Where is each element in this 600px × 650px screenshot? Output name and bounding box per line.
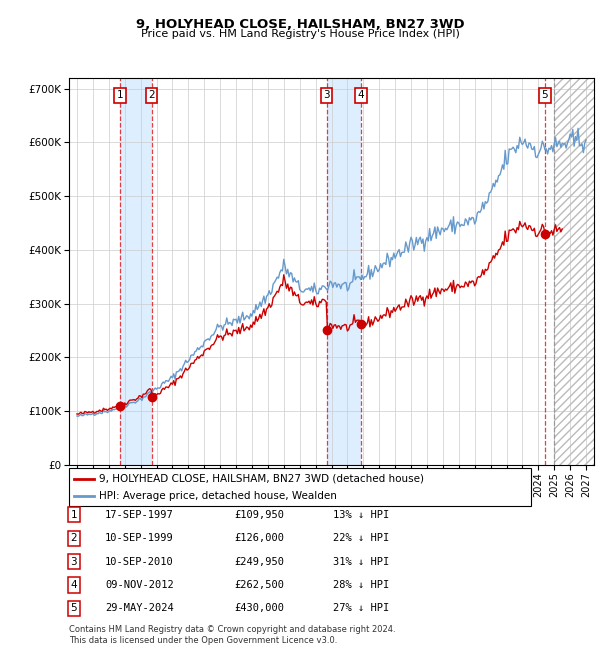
- Text: 17-SEP-1997: 17-SEP-1997: [105, 510, 174, 520]
- Text: 9, HOLYHEAD CLOSE, HAILSHAM, BN27 3WD: 9, HOLYHEAD CLOSE, HAILSHAM, BN27 3WD: [136, 18, 464, 31]
- Text: 9, HOLYHEAD CLOSE, HAILSHAM, BN27 3WD (detached house): 9, HOLYHEAD CLOSE, HAILSHAM, BN27 3WD (d…: [99, 474, 424, 484]
- Text: 3: 3: [70, 556, 77, 567]
- Text: 4: 4: [358, 90, 364, 100]
- Text: £126,000: £126,000: [234, 533, 284, 543]
- Text: 5: 5: [70, 603, 77, 614]
- Text: 31% ↓ HPI: 31% ↓ HPI: [333, 556, 389, 567]
- Text: £430,000: £430,000: [234, 603, 284, 614]
- Text: 2: 2: [148, 90, 155, 100]
- Text: 1: 1: [70, 510, 77, 520]
- Text: 10-SEP-2010: 10-SEP-2010: [105, 556, 174, 567]
- Text: 2: 2: [70, 533, 77, 543]
- Bar: [326, 78, 361, 465]
- Bar: [120, 78, 152, 465]
- Text: 3: 3: [323, 90, 330, 100]
- Text: 13% ↓ HPI: 13% ↓ HPI: [333, 510, 389, 520]
- Text: 29-MAY-2024: 29-MAY-2024: [105, 603, 174, 614]
- Text: 4: 4: [70, 580, 77, 590]
- Text: £109,950: £109,950: [234, 510, 284, 520]
- Text: 09-NOV-2012: 09-NOV-2012: [105, 580, 174, 590]
- FancyBboxPatch shape: [69, 468, 531, 506]
- Text: £249,950: £249,950: [234, 556, 284, 567]
- Text: HPI: Average price, detached house, Wealden: HPI: Average price, detached house, Weal…: [99, 491, 337, 501]
- Text: 10-SEP-1999: 10-SEP-1999: [105, 533, 174, 543]
- Text: This data is licensed under the Open Government Licence v3.0.: This data is licensed under the Open Gov…: [69, 636, 337, 645]
- Text: £262,500: £262,500: [234, 580, 284, 590]
- Text: 5: 5: [542, 90, 548, 100]
- Text: Price paid vs. HM Land Registry's House Price Index (HPI): Price paid vs. HM Land Registry's House …: [140, 29, 460, 39]
- Text: 27% ↓ HPI: 27% ↓ HPI: [333, 603, 389, 614]
- Text: 1: 1: [117, 90, 124, 100]
- Text: Contains HM Land Registry data © Crown copyright and database right 2024.: Contains HM Land Registry data © Crown c…: [69, 625, 395, 634]
- Bar: [554, 78, 594, 465]
- Text: 28% ↓ HPI: 28% ↓ HPI: [333, 580, 389, 590]
- Bar: [554, 78, 594, 465]
- Text: 22% ↓ HPI: 22% ↓ HPI: [333, 533, 389, 543]
